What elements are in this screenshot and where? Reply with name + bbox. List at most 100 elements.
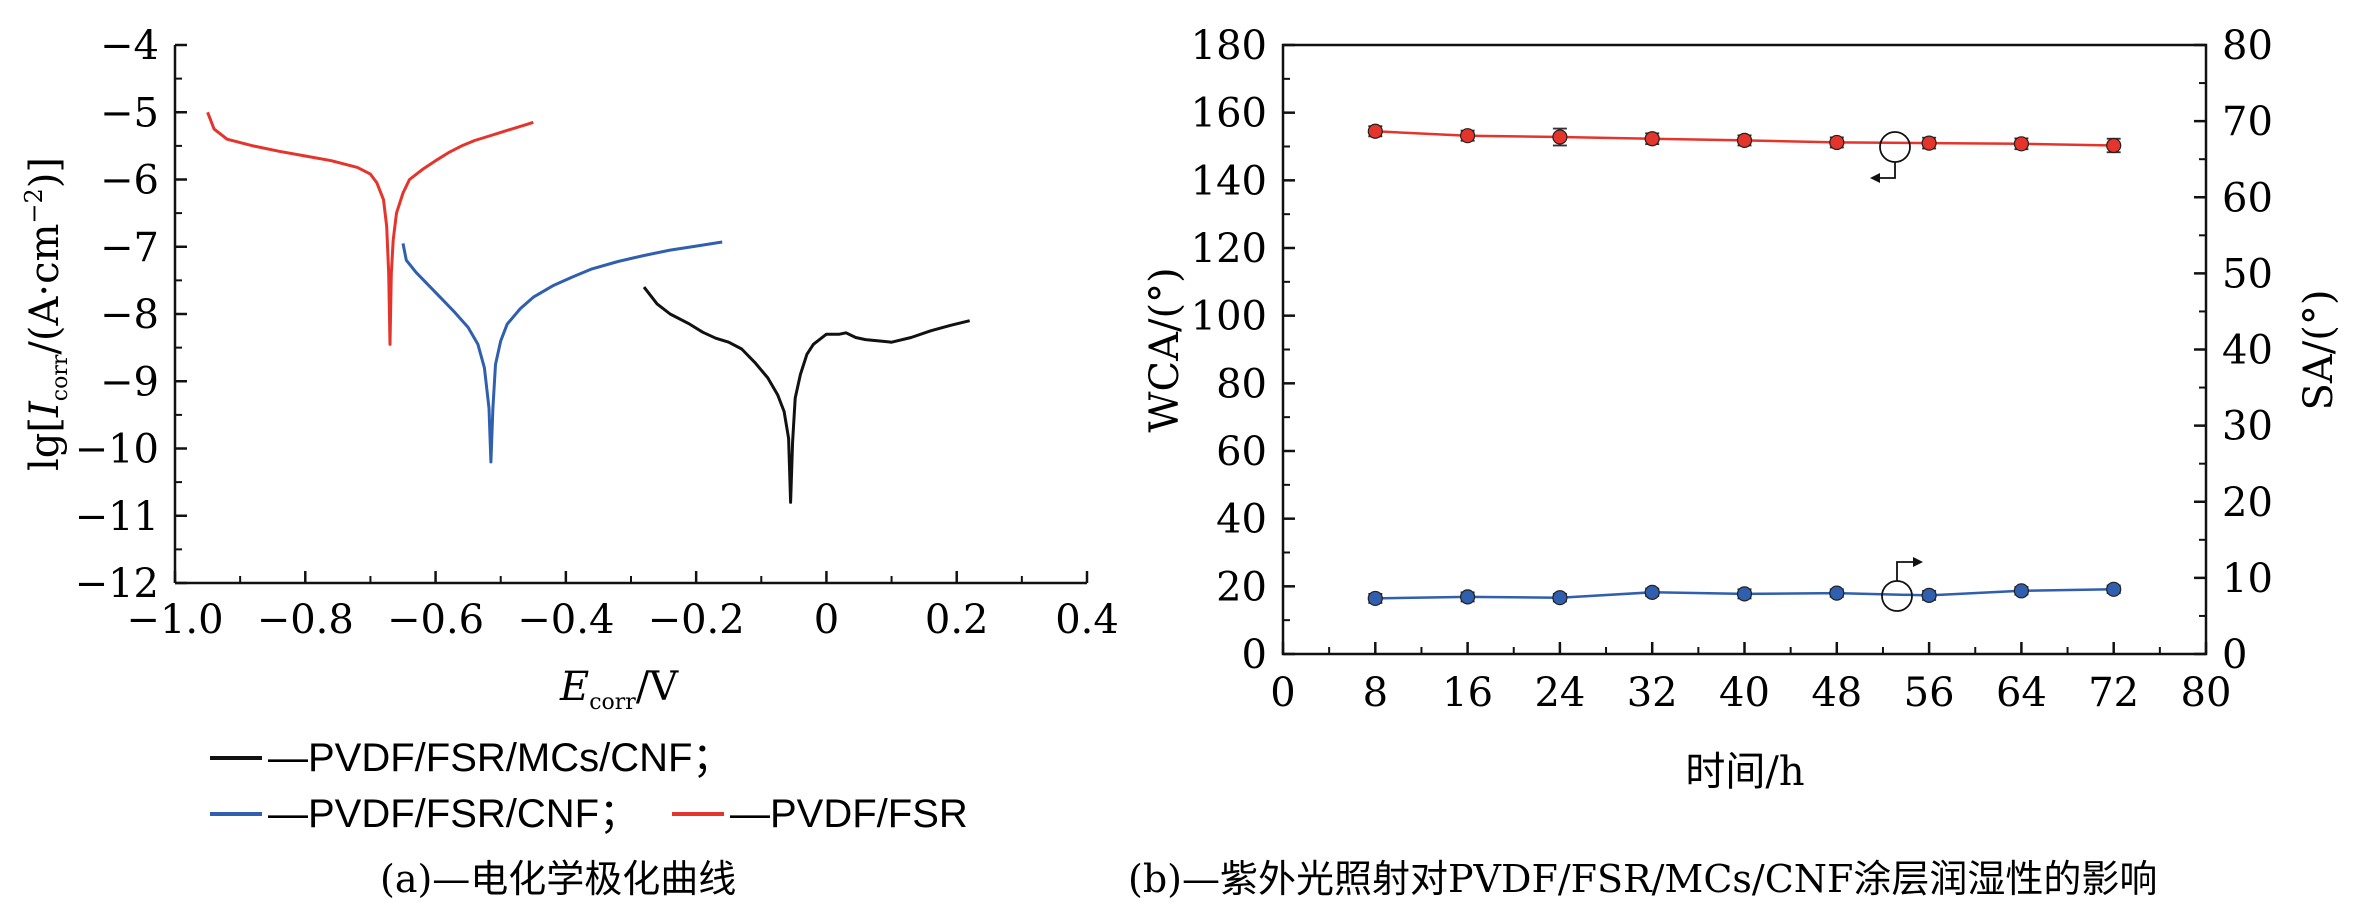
x-tick-label: 0.2 [925, 597, 989, 643]
panel-b-left-y-label: WCA/(°) [1142, 267, 1188, 432]
y-tick-label: −4 [100, 23, 159, 69]
panel-a-y-label-prefix: lg[ [22, 417, 68, 471]
x-tick-label: −0.8 [257, 597, 354, 643]
x-tick-label: 0.4 [1055, 597, 1119, 643]
panel-a-x-label: Ecorr/V [559, 664, 679, 715]
wca-data-point [1459, 128, 1476, 144]
right-arrow-icon [1913, 557, 1923, 567]
wca-data-point [1921, 135, 1937, 151]
wca-data-point [2106, 137, 2122, 154]
x-tick-label: 24 [1534, 670, 1585, 716]
panel-b-series [1367, 123, 2122, 607]
panel-a-y-label-sup: −2 [20, 188, 48, 223]
panel-a-y-label-unit: /(A·cm [22, 224, 68, 355]
sa-data-point [1644, 584, 1660, 600]
wca-data-point [2013, 136, 2030, 152]
x-tick-label: 80 [2181, 670, 2232, 716]
right-y-tick-label: 80 [2222, 23, 2273, 69]
polarization-curve-pvdf-fsr [206, 111, 534, 346]
panel-a-legend: —PVDF/FSR/MCs/CNF； —PVDF/FSR/CNF； —PVDF/… [210, 736, 968, 836]
wca-data-point [1367, 123, 1383, 139]
sa-data-point [1367, 590, 1383, 607]
right-y-tick-label: 20 [2222, 480, 2273, 526]
polarization-curve-pvdf-fsr-cnf [401, 240, 723, 464]
x-tick-label: 32 [1627, 670, 1678, 716]
x-tick-label: −0.2 [648, 597, 745, 643]
right-y-tick-label: 40 [2222, 328, 2273, 374]
right-y-tick-label: 10 [2222, 556, 2273, 602]
y-tick-label: −7 [100, 225, 159, 271]
panel-b-right-y-label: SA/(°) [2296, 290, 2342, 411]
right-y-tick-label: 60 [2222, 175, 2273, 221]
panel-a: −1.0 −0.8 −0.6 −0.4 −0.2 0 0.2 0.4 −4 −5 −6 −7 −8 −9… [20, 23, 1119, 901]
y-tick-label: −6 [100, 158, 159, 204]
panel-a-curves [206, 111, 971, 504]
sa-data-point [1552, 590, 1568, 606]
wca-indicator-circle [1879, 131, 1911, 163]
panel-a-y-label-main: I [22, 400, 68, 418]
panel-a-caption: (a)—电化学极化曲线 [380, 857, 736, 901]
panel-b-left-y-ticks: 0 20 40 60 80 100 120 140 160 180 [1191, 23, 1295, 678]
panel-a-x-ticks: −1.0 −0.8 −0.6 −0.4 −0.2 0 0.2 0.4 [126, 571, 1119, 643]
panel-b-x-label: 时间/h [1685, 749, 1804, 795]
left-y-tick-label: 160 [1191, 91, 1267, 137]
left-y-tick-label: 20 [1216, 564, 1267, 610]
sa-data-point [1829, 585, 1845, 601]
panel-a-y-label: lg[Icorr/(A·cm−2)] [20, 157, 73, 471]
polarization-curve-pvdf-fsr-mcs-cnf [642, 286, 971, 504]
x-tick-label: 0 [1270, 670, 1295, 716]
right-y-tick-label: 30 [2222, 404, 2273, 450]
right-y-tick-label: 70 [2222, 99, 2273, 145]
sa-axis-indicator [1881, 557, 1923, 612]
wca-data-point [1644, 131, 1660, 147]
left-y-tick-label: 180 [1191, 23, 1267, 69]
wca-data-point [1736, 132, 1753, 149]
panel-a-y-label-suffix: )] [22, 157, 68, 188]
panel-b: 0 8 16 24 32 40 48 56 64 72 80 0204060801001201401… [1128, 23, 2342, 901]
left-y-tick-label: 140 [1191, 158, 1267, 204]
sa-indicator-arrow-line [1896, 561, 1917, 581]
panel-b-right-y-ticks: 0 10 20 30 40 50 60 70 80 [2194, 23, 2273, 678]
sa-data-point [1736, 586, 1753, 602]
panel-a-y-label-sub: corr [48, 354, 73, 401]
sa-data-point [1459, 589, 1476, 605]
panel-b-x-ticks: 0 8 16 24 32 40 48 56 64 72 80 [1270, 642, 2231, 716]
y-tick-label: −9 [100, 359, 159, 405]
y-tick-label: −12 [75, 561, 159, 607]
sa-data-point [2106, 581, 2122, 597]
sa-data-point [1921, 587, 1937, 603]
y-tick-label: −5 [100, 90, 159, 136]
left-y-tick-label: 40 [1216, 497, 1267, 543]
wca-axis-indicator [1870, 131, 1911, 183]
y-tick-label: −11 [75, 494, 159, 540]
sa-data-point [2013, 583, 2030, 599]
x-tick-label: −0.4 [517, 597, 614, 643]
panel-a-x-label-sub: corr [589, 690, 636, 715]
x-tick-label: −1.0 [126, 597, 223, 643]
legend-label-fsr: —PVDF/FSR [730, 792, 968, 836]
y-tick-label: −8 [100, 292, 159, 338]
legend-label-cnf: —PVDF/FSR/CNF； [268, 792, 639, 836]
x-tick-label: −0.6 [387, 597, 484, 643]
left-y-tick-label: 120 [1191, 226, 1267, 272]
left-y-tick-label: 80 [1216, 361, 1267, 407]
right-y-tick-label: 50 [2222, 251, 2273, 297]
x-tick-label: 16 [1442, 670, 1493, 716]
x-tick-label: 48 [1811, 670, 1862, 716]
left-arrow-icon [1870, 173, 1880, 183]
left-y-tick-label: 100 [1191, 294, 1267, 340]
panel-a-y-ticks: −4 −5 −6 −7 −8 −9 −10 −11 −12 [75, 23, 187, 607]
left-y-tick-label: 0 [1242, 632, 1267, 678]
right-y-tick-label: 0 [2222, 632, 2247, 678]
panel-b-caption: (b)—紫外光照射对PVDF/FSR/MCs/CNF涂层润湿性的影响 [1128, 857, 2157, 901]
x-tick-label: 8 [1363, 670, 1388, 716]
x-tick-label: 64 [1996, 670, 2047, 716]
wca-data-point [1829, 134, 1845, 151]
y-tick-label: −10 [75, 427, 159, 473]
panel-a-x-label-main: E [559, 664, 589, 710]
wca-indicator-arrow-line [1876, 162, 1896, 179]
legend-label-mcs-cnf: —PVDF/FSR/MCs/CNF； [268, 736, 732, 780]
x-tick-label: 72 [2088, 670, 2139, 716]
